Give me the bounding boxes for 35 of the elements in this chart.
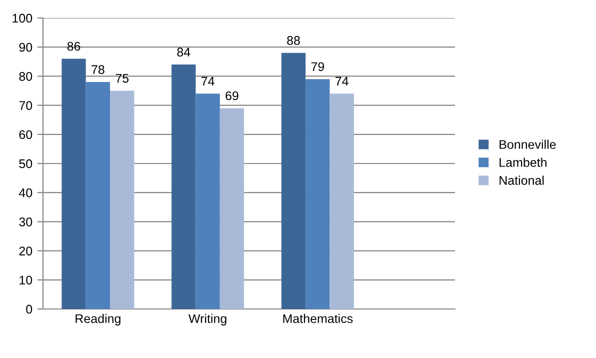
y-tick-label: 20 xyxy=(19,246,32,256)
legend-label: Lambeth xyxy=(500,158,546,167)
y-tick-label: 40 xyxy=(18,188,32,198)
x-tick-label: Reading xyxy=(76,314,120,326)
bar xyxy=(172,64,196,309)
bar xyxy=(110,90,134,309)
y-tick-label: 50 xyxy=(19,159,32,168)
y-tick-label: 80 xyxy=(19,72,32,81)
bar xyxy=(330,94,354,309)
data-label: 79 xyxy=(311,62,324,72)
data-label: 78 xyxy=(92,65,104,74)
bar xyxy=(62,58,86,309)
y-tick-label: 90 xyxy=(19,42,32,52)
data-label: 86 xyxy=(67,42,80,51)
bar xyxy=(86,82,110,309)
legend-label: Bonneville xyxy=(500,140,556,149)
data-label: 74 xyxy=(336,76,348,86)
y-tick-label: 30 xyxy=(19,218,32,226)
data-label: 88 xyxy=(287,36,300,45)
x-tick-label: Writing xyxy=(188,314,226,326)
bar xyxy=(281,52,306,309)
legend-label: National xyxy=(500,176,544,185)
bar xyxy=(220,108,244,309)
y-tick-label: 60 xyxy=(19,130,32,140)
y-tick-label: 70 xyxy=(19,101,32,110)
bar xyxy=(306,79,330,309)
bar xyxy=(196,94,220,309)
data-label: 69 xyxy=(226,91,238,100)
y-tick-label: 0 xyxy=(26,304,32,314)
y-tick-label: 10 xyxy=(20,276,32,285)
data-label: 84 xyxy=(177,48,190,57)
data-label: 75 xyxy=(116,74,129,83)
y-tick-label: 100 xyxy=(12,14,32,23)
data-label: 74 xyxy=(201,76,214,86)
x-tick-label: Mathematics xyxy=(283,314,353,324)
